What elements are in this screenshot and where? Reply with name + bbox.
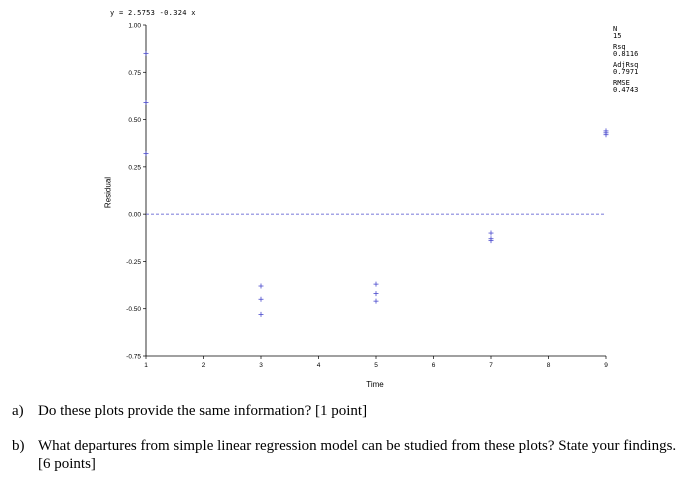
x-tick-label: 2 bbox=[202, 362, 206, 369]
regression-equation: y = 2.5753 -0.324 x bbox=[110, 9, 196, 17]
x-tick-label: 6 bbox=[432, 362, 436, 369]
x-tick-label: 4 bbox=[317, 362, 321, 369]
data-point bbox=[258, 311, 264, 317]
stat-value: 15 bbox=[613, 32, 622, 40]
y-tick-label: 0.00 bbox=[128, 212, 141, 219]
data-point bbox=[143, 100, 149, 106]
question-id: b) bbox=[12, 438, 25, 454]
data-point bbox=[373, 281, 379, 287]
y-tick-label: 1.00 bbox=[128, 23, 141, 30]
x-tick-label: 3 bbox=[259, 362, 263, 369]
question-b: b) What departures from simple linear re… bbox=[12, 437, 688, 473]
stat-rsq: Rsq 0.8116 bbox=[613, 44, 638, 58]
fit-statistics: N 15 Rsq 0.8116 AdjRsq 0.7971 RMSE 0.474… bbox=[613, 26, 638, 98]
data-point bbox=[258, 296, 264, 302]
stat-value: 0.4743 bbox=[613, 86, 639, 94]
data-point bbox=[258, 283, 264, 289]
residual-plot: 1.00 0.75 0.50 0.25 0.00 -0.25 -0.50 -0.751 2 3 4 5… bbox=[126, 23, 609, 369]
data-point bbox=[603, 128, 609, 134]
x-axis-label: Time bbox=[366, 380, 384, 389]
stat-value: 0.8116 bbox=[613, 50, 639, 58]
x-tick-label: 5 bbox=[374, 362, 378, 369]
x-tick-label: 8 bbox=[547, 362, 551, 369]
x-tick-label: 9 bbox=[604, 362, 608, 369]
question-list: a) Do these plots provide the same infor… bbox=[12, 402, 688, 473]
y-tick-label: -0.25 bbox=[126, 259, 141, 266]
stat-label: Rsq bbox=[613, 43, 626, 51]
y-tick-label: 0.75 bbox=[128, 70, 141, 77]
data-point bbox=[488, 230, 494, 236]
y-tick-label: -0.75 bbox=[126, 354, 141, 361]
y-axis-label: Residual bbox=[103, 176, 113, 209]
y-tick-label: 0.50 bbox=[128, 117, 141, 124]
data-point bbox=[373, 298, 379, 304]
question-a: a) Do these plots provide the same infor… bbox=[12, 402, 688, 420]
question-id: a) bbox=[12, 403, 24, 419]
data-point bbox=[373, 291, 379, 297]
data-point bbox=[143, 50, 149, 56]
stat-value: 0.7971 bbox=[613, 68, 639, 76]
stat-label: N bbox=[613, 25, 618, 33]
stat-rmse: RMSE 0.4743 bbox=[613, 80, 638, 94]
x-tick-label: 7 bbox=[489, 362, 493, 369]
stat-n: N 15 bbox=[613, 26, 638, 40]
stat-adjrsq: AdjRsq 0.7971 bbox=[613, 62, 638, 76]
y-tick-label: -0.50 bbox=[126, 306, 141, 313]
x-tick-label: 1 bbox=[144, 362, 148, 369]
stat-label: AdjRsq bbox=[613, 61, 639, 69]
question-text: Do these plots provide the same informat… bbox=[38, 403, 368, 419]
y-tick-label: 0.25 bbox=[128, 164, 141, 171]
stat-label: RMSE bbox=[613, 79, 630, 87]
data-point bbox=[143, 151, 149, 157]
data-point bbox=[488, 238, 494, 244]
question-text: What departures from simple linear regre… bbox=[38, 438, 677, 472]
